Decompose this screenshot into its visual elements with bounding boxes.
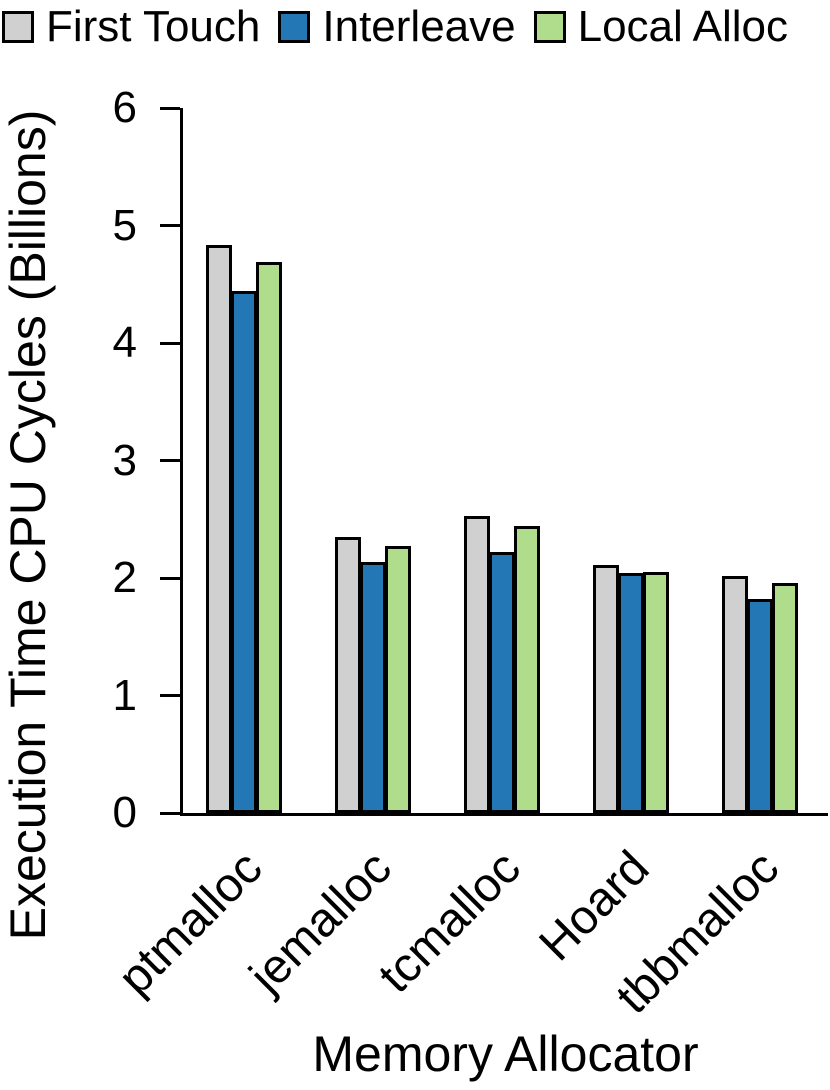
bar-jemalloc-local-alloc	[385, 546, 411, 813]
legend-item: First Touch	[2, 2, 260, 52]
plot-area: 0 1 2 3 4 5 6 ptmalloc jemalloc tcmalloc Hoard tbbm…	[109, 86, 828, 1024]
y-tick-mark	[160, 224, 180, 227]
bar-tcmalloc-local-alloc	[514, 526, 540, 813]
bar-Hoard-first-touch	[593, 565, 619, 813]
y-tick-label: 1	[112, 670, 137, 720]
y-tick-label: 6	[112, 83, 137, 132]
bar-Hoard-local-alloc	[643, 572, 669, 813]
bar-tbbmalloc-interleave	[747, 599, 773, 813]
y-tick-mark	[160, 341, 180, 345]
chart-legend: First Touch Interleave Local Alloc	[2, 2, 828, 52]
bar-tbbmalloc-local-alloc	[772, 583, 798, 813]
x-category-label: jemalloc	[239, 841, 402, 1004]
legend-swatch-icon	[533, 11, 566, 43]
x-axis-line	[180, 813, 828, 816]
legend-swatch-icon	[2, 11, 34, 43]
y-axis-line	[180, 108, 183, 816]
y-tick-label: 0	[112, 788, 137, 837]
y-tick-label: 5	[112, 200, 137, 250]
y-tick-mark	[160, 576, 180, 580]
legend-item: Interleave	[278, 2, 516, 52]
bar-tcmalloc-first-touch	[464, 516, 490, 813]
x-category-label: tcmalloc	[368, 841, 531, 1004]
x-axis-title: Memory Allocator	[312, 1026, 699, 1082]
bar-tbbmalloc-first-touch	[722, 576, 748, 813]
bar-ptmalloc-first-touch	[206, 245, 232, 813]
bar-tcmalloc-interleave	[489, 552, 515, 813]
x-category-label: ptmalloc	[108, 841, 273, 1006]
y-tick-label: 4	[112, 318, 137, 367]
y-tick-label: 3	[112, 435, 137, 485]
legend-label: Local Alloc	[577, 2, 788, 51]
legend-swatch-icon	[278, 11, 311, 43]
bar-jemalloc-first-touch	[335, 537, 361, 813]
y-tick-mark	[160, 694, 180, 697]
y-tick-mark	[160, 811, 180, 815]
y-tick-mark	[160, 459, 180, 462]
bar-ptmalloc-interleave	[231, 291, 257, 813]
bar-ptmalloc-local-alloc	[256, 262, 282, 813]
y-tick-label: 2	[112, 553, 137, 602]
y-tick-mark	[160, 106, 180, 110]
bar-jemalloc-interleave	[360, 562, 386, 813]
legend-label: Interleave	[322, 2, 516, 51]
legend-item: Local Alloc	[533, 2, 788, 52]
legend-label: First Touch	[46, 2, 261, 51]
bar-Hoard-interleave	[618, 573, 644, 813]
